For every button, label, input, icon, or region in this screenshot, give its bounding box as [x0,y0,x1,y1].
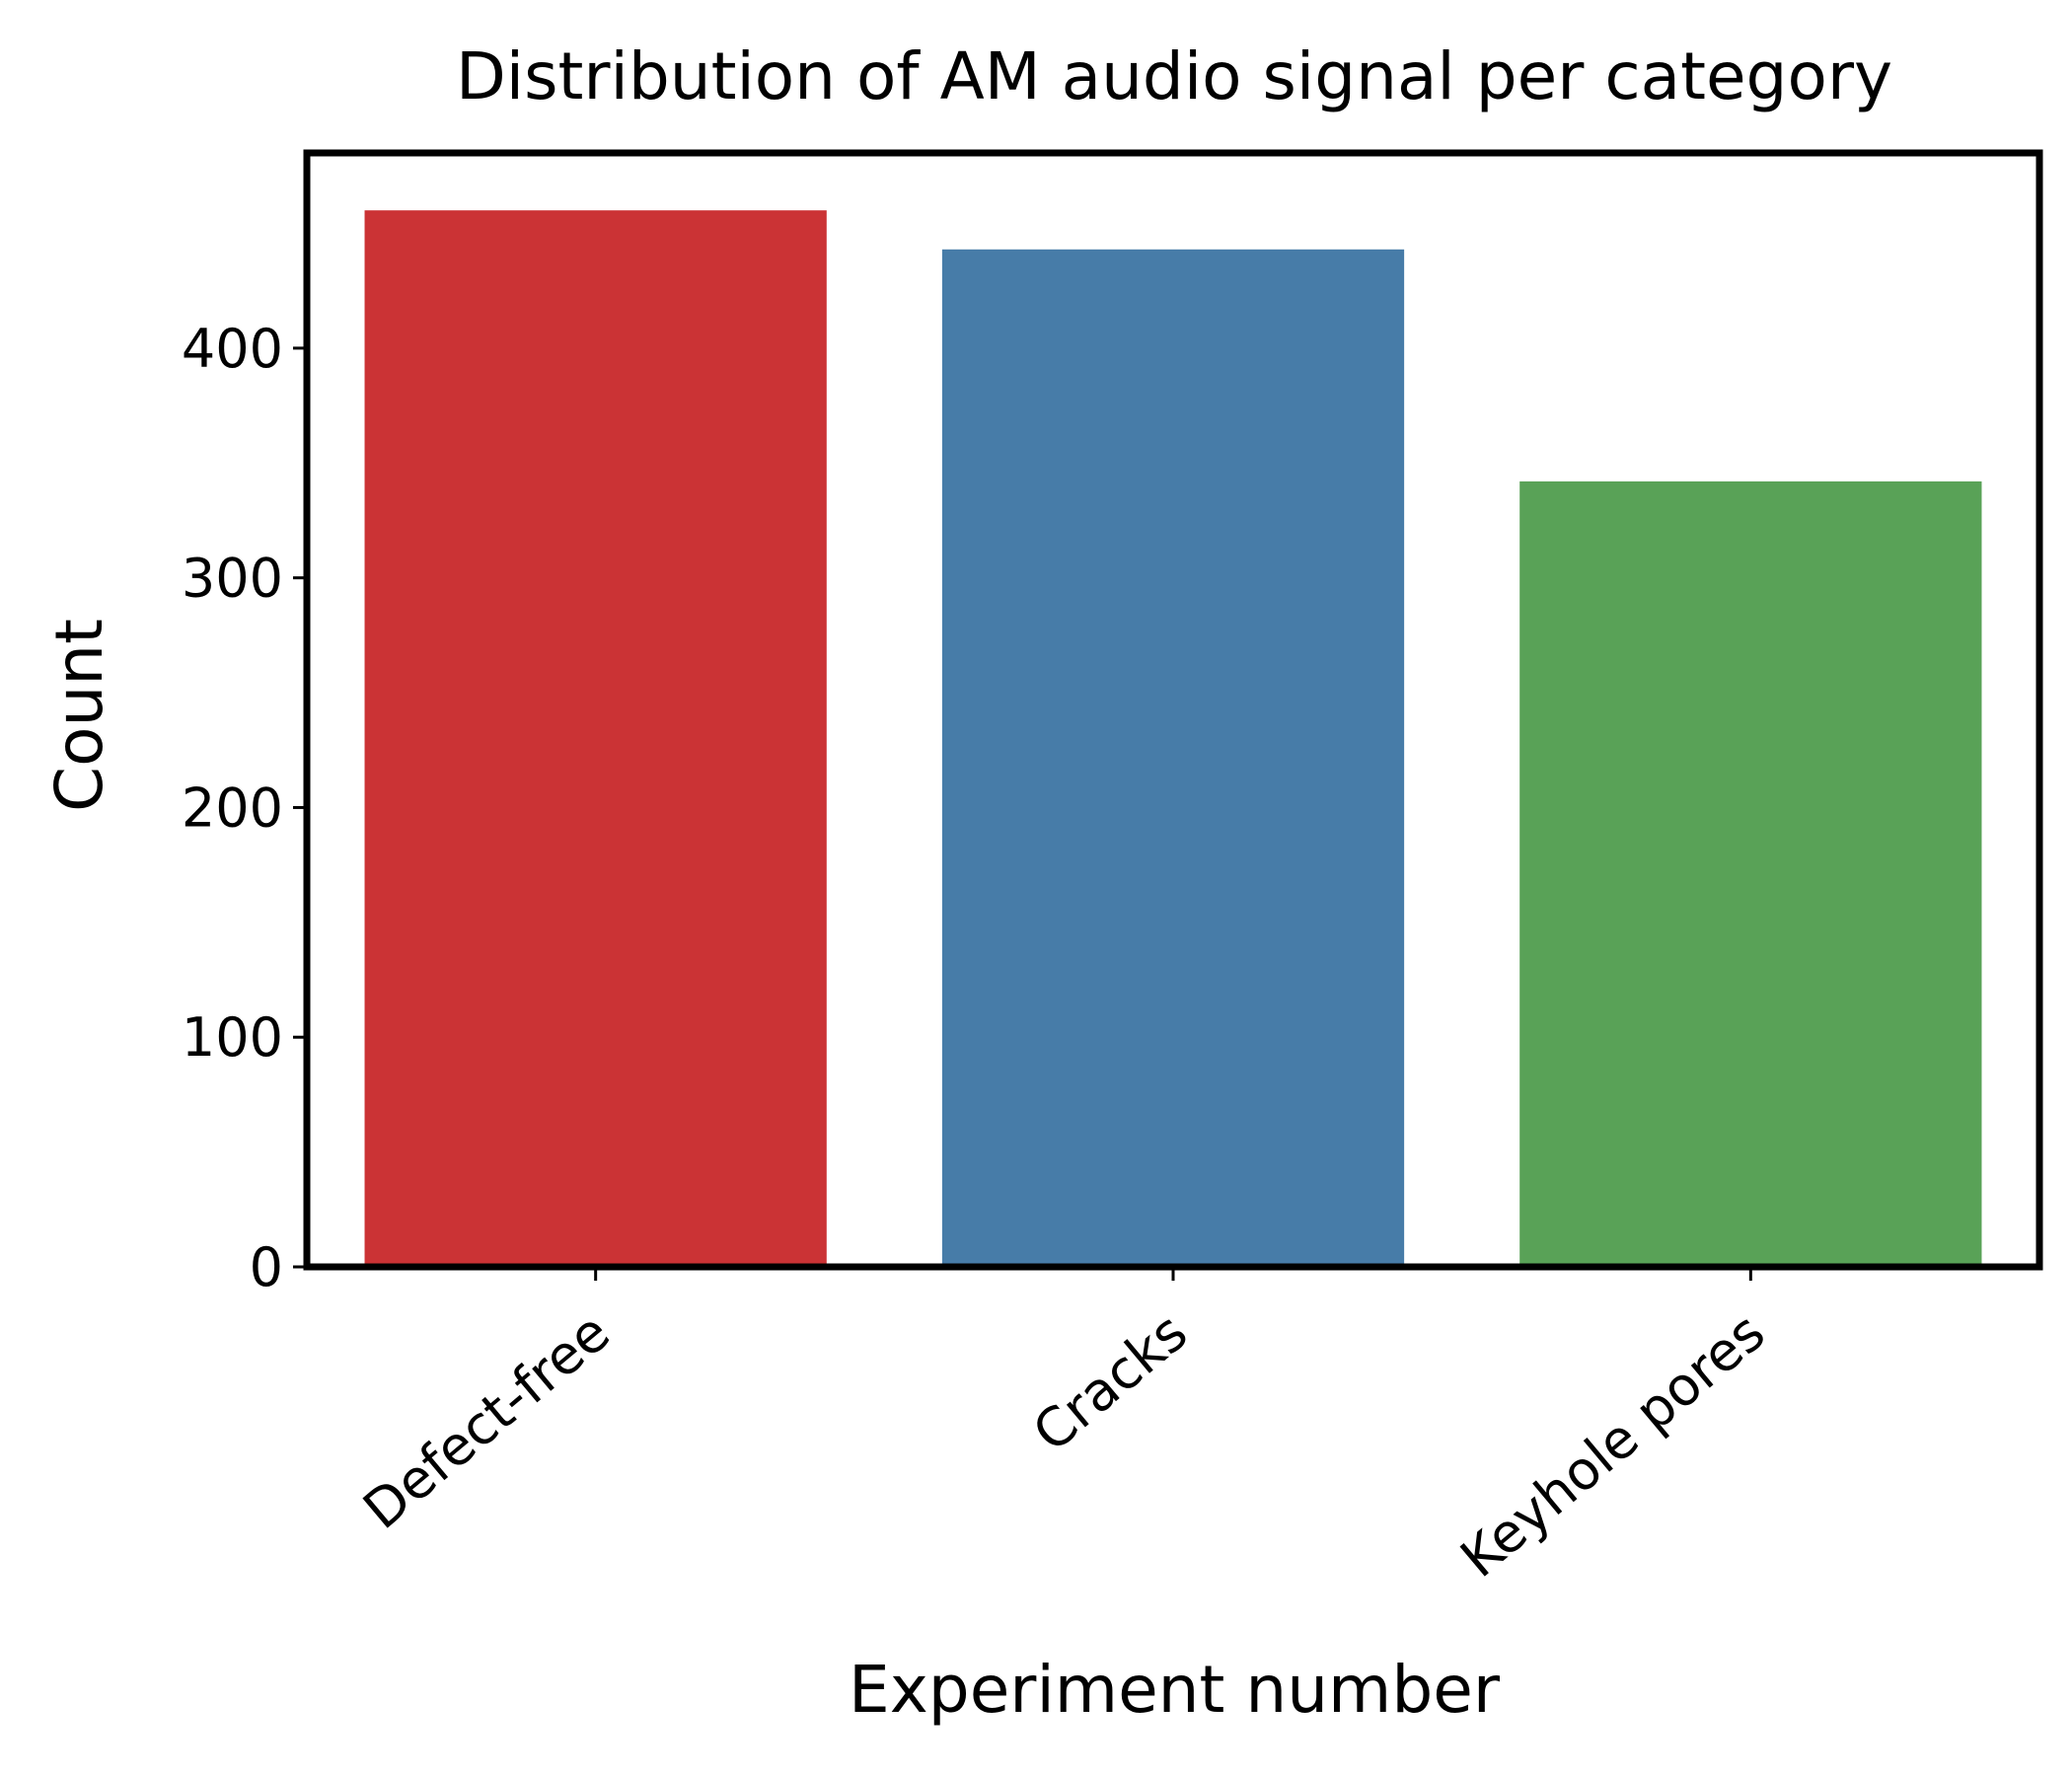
y-tick-label: 0 [250,1236,283,1298]
y-tick-label: 200 [182,777,283,839]
x-tick-label: Cracks [1021,1300,1199,1463]
y-tick-label: 400 [182,318,283,380]
bar-keyhole-pores [1519,481,1982,1268]
y-axis-label: Count [41,619,117,812]
y-axis: 0 100 200 300 400 [182,318,307,1298]
bars-layer [364,210,1982,1268]
x-axis-label: Experiment number [849,1652,1501,1728]
y-tick-label: 300 [182,548,283,610]
bar-defect-free [364,210,827,1267]
x-axis: Defect-free Cracks Keyhole pores [351,1267,1776,1590]
plot-frame [303,149,2043,1271]
bar-cracks [941,249,1405,1268]
chart-title: Distribution of AM audio signal per cate… [456,38,1892,114]
y-tick-label: 100 [182,1006,283,1069]
x-tick-label: Defect-free [351,1300,621,1541]
x-tick-label: Keyhole pores [1449,1300,1777,1590]
